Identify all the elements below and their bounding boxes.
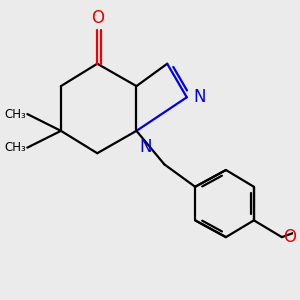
Text: N: N [139, 138, 152, 156]
Text: CH₃: CH₃ [4, 141, 26, 154]
Text: O: O [283, 228, 296, 246]
Text: O: O [91, 9, 104, 27]
Text: CH₃: CH₃ [4, 108, 26, 121]
Text: N: N [194, 88, 206, 106]
